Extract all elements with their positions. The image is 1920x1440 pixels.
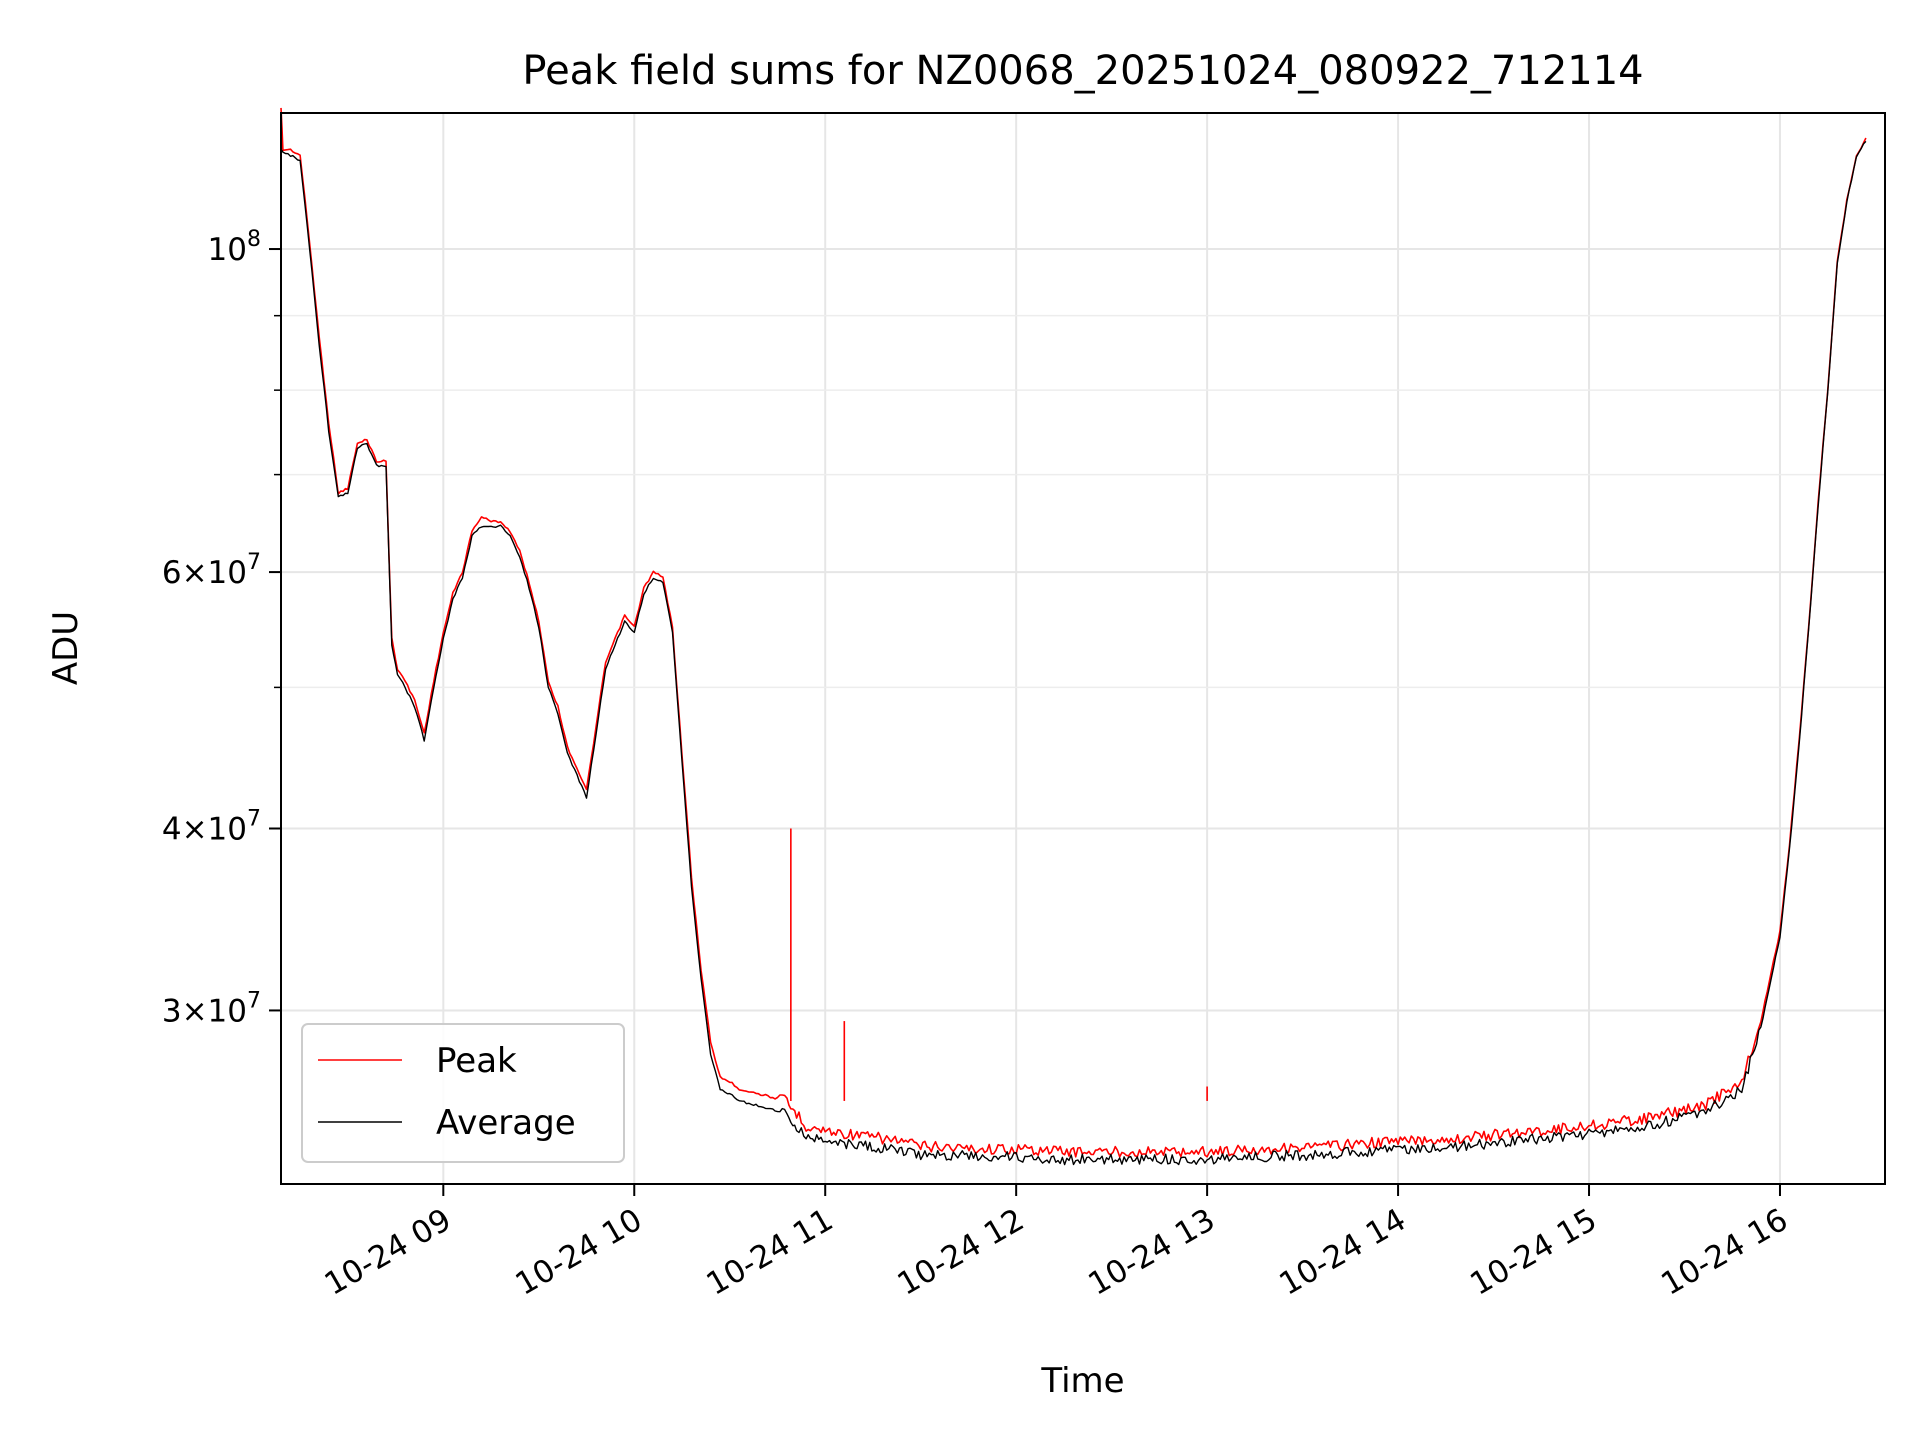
x-tick-label: 10-24 09 — [319, 1202, 458, 1303]
series-line-peak — [280, 107, 1867, 1158]
series-layer — [280, 107, 1867, 1166]
legend-box — [301, 1023, 625, 1163]
y-tick-label: 108 — [208, 227, 261, 268]
x-tick-label: 10-24 10 — [510, 1202, 649, 1303]
y-tick-label: 4×107 — [162, 807, 261, 848]
y-tick-label: 3×107 — [162, 988, 261, 1029]
chart-title: Peak field sums for NZ0068_20251024_0809… — [522, 48, 1643, 94]
grid-layer — [281, 113, 1885, 1184]
x-tick-label: 10-24 12 — [891, 1202, 1030, 1303]
legend-label-average: Average — [436, 1103, 576, 1143]
y-tick-label: 6×107 — [162, 550, 261, 591]
x-axis-label: Time — [1040, 1361, 1124, 1401]
x-tick-label: 10-24 16 — [1655, 1202, 1794, 1303]
plot-frame — [280, 112, 1886, 1185]
legend: Peak Average — [301, 1023, 625, 1163]
x-tick-label: 10-24 14 — [1273, 1202, 1412, 1303]
y-axis-label: ADU — [46, 611, 86, 685]
x-tick-label: 10-24 11 — [700, 1202, 839, 1303]
legend-label-peak: Peak — [436, 1041, 517, 1081]
x-tick-label: 10-24 13 — [1082, 1202, 1221, 1303]
series-line-average — [280, 140, 1867, 1166]
x-tick-label: 10-24 15 — [1464, 1202, 1603, 1303]
